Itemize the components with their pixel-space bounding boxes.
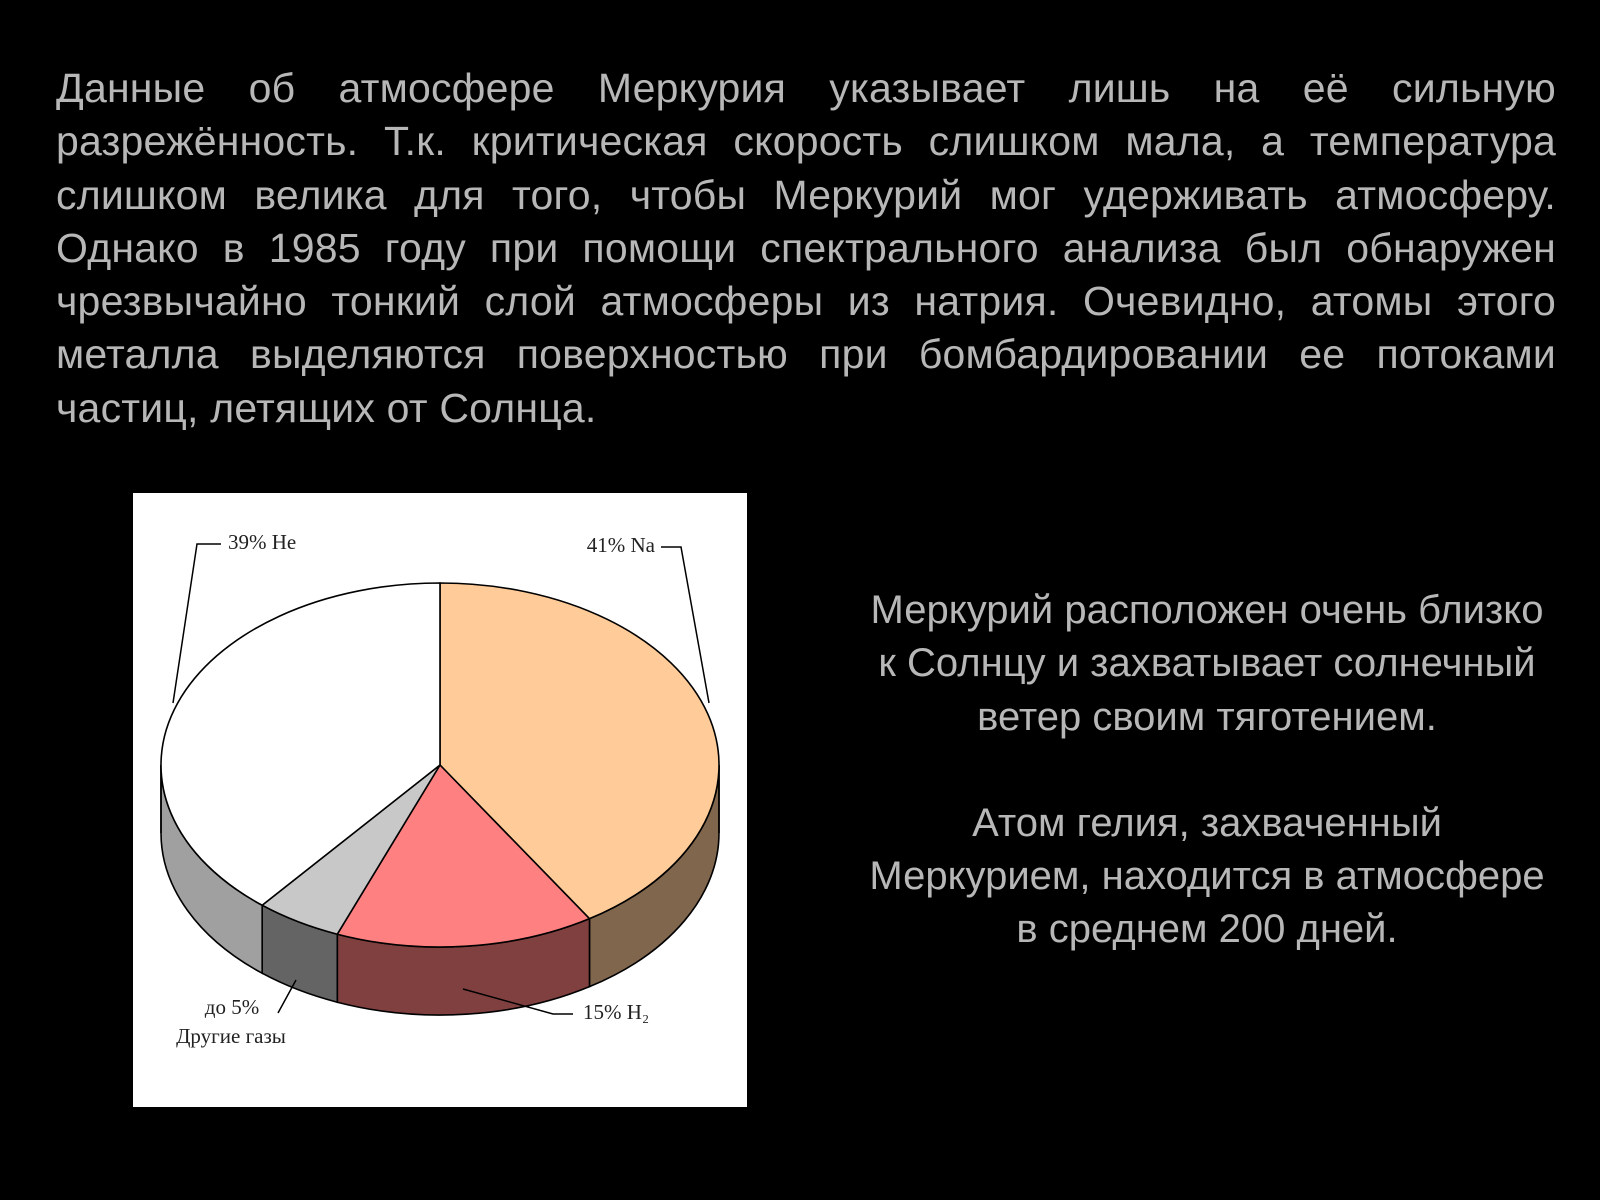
pie-leader-other [277, 979, 297, 1014]
pie-leader-he [172, 543, 221, 704]
pie-label-other: до 5% [205, 995, 259, 1019]
main-paragraph: Данные об атмосфере Меркурия указывает л… [56, 65, 1556, 431]
pie-tops [160, 582, 720, 948]
side-text-helium: Атом гелия, захваченный Меркурием, наход… [869, 800, 1545, 952]
pie-slice-na [439, 582, 720, 920]
pie-leader-lines [172, 543, 710, 1015]
pie-chart-svg: 39% He 41% Na 15% H₂ до 5% Другие газы [160, 530, 720, 1048]
pie-label-other-name: Другие газы [176, 1024, 286, 1048]
pie-labels: 39% He 41% Na 15% H₂ до 5% Другие газы [176, 530, 656, 1048]
pie-slice-h2 [336, 763, 591, 948]
pie-label-he: 39% He [228, 530, 296, 554]
side-text: Меркурий расположен очень близко к Солнц… [862, 584, 1552, 957]
side-text-sun: Меркурий расположен очень близко к Солнц… [870, 588, 1544, 739]
pie-label-na: 41% Na [587, 533, 656, 557]
pie-leader-h2 [462, 988, 573, 1015]
pie-label-h2: 15% H₂ [583, 1000, 649, 1024]
pie-leader-na [661, 546, 710, 704]
pie-slice-he [160, 582, 441, 907]
pie-chart: 39% He 41% Na 15% H₂ до 5% Другие газы [133, 493, 747, 1107]
